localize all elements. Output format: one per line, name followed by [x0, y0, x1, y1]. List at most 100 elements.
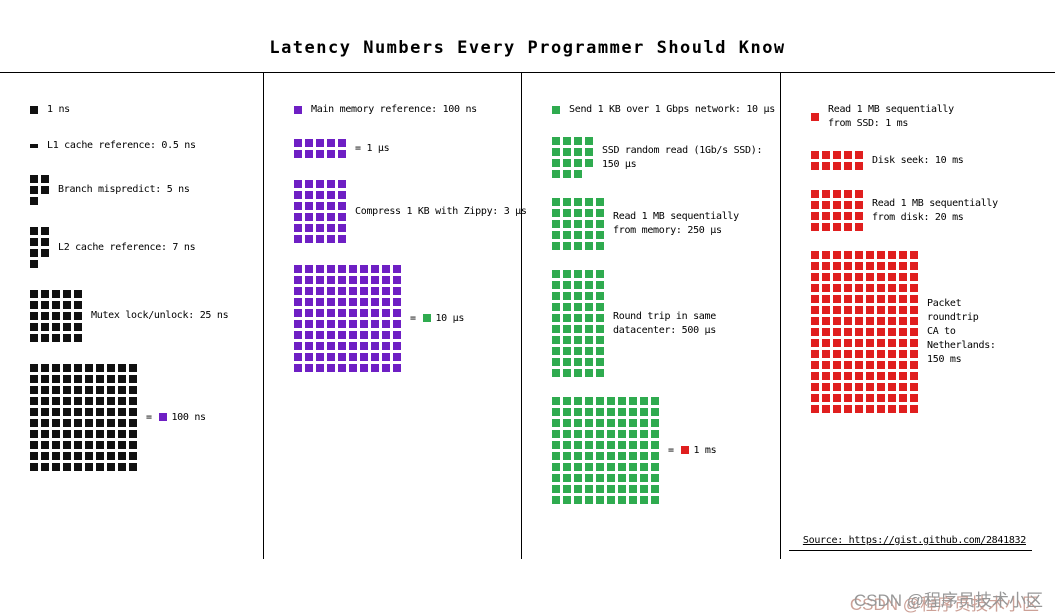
- square-grid: [552, 198, 604, 250]
- unit-square: [393, 331, 401, 339]
- unit-square: [855, 273, 863, 281]
- unit-square: [833, 306, 841, 314]
- unit-square: [30, 408, 38, 416]
- unit-square: [552, 347, 560, 355]
- unit-square: [822, 284, 830, 292]
- unit-square: [74, 430, 82, 438]
- unit-square: [585, 242, 593, 250]
- unit-square: [844, 212, 852, 220]
- unit-square: [844, 151, 852, 159]
- unit-square: [107, 441, 115, 449]
- unit-square: [833, 251, 841, 259]
- unit-square: [833, 190, 841, 198]
- unit-square: [52, 430, 60, 438]
- unit-square: [552, 419, 560, 427]
- unit-square: [327, 298, 335, 306]
- unit-square: [651, 452, 659, 460]
- unit-square: [651, 430, 659, 438]
- unit-square: [574, 463, 582, 471]
- unit-square: [118, 419, 126, 427]
- unit-square: [30, 260, 38, 268]
- square-grid: [294, 180, 346, 243]
- unit-square: [349, 287, 357, 295]
- unit-square: [360, 298, 368, 306]
- unit-square: [305, 342, 313, 350]
- item-label: = 10 μs: [410, 312, 465, 324]
- unit-square: [52, 334, 60, 342]
- unit-square: [349, 364, 357, 372]
- unit-square: [866, 405, 874, 413]
- unit-square: [910, 372, 918, 380]
- unit-square: [563, 231, 571, 239]
- unit-square: [596, 281, 604, 289]
- unit-square: [822, 383, 830, 391]
- unit-square: [563, 292, 571, 300]
- unit-square: [382, 287, 390, 295]
- unit-square: [811, 350, 819, 358]
- unit-square: [294, 213, 302, 221]
- unit-square: [563, 485, 571, 493]
- unit-square: [910, 328, 918, 336]
- unit-square: [585, 463, 593, 471]
- unit-square: [327, 180, 335, 188]
- unit-square: [811, 212, 819, 220]
- unit-square: [629, 397, 637, 405]
- unit-square: [96, 452, 104, 460]
- unit-square: [899, 372, 907, 380]
- unit-square: [41, 441, 49, 449]
- unit-square: [382, 320, 390, 328]
- unit-square: [316, 191, 324, 199]
- latency-item: SSD random read (1Gb/s SSD): 150 μs: [552, 137, 774, 178]
- unit-square: [294, 191, 302, 199]
- unit-square: [888, 394, 896, 402]
- unit-square: [822, 350, 830, 358]
- source-link[interactable]: Source: https://gist.github.com/2841832: [802, 535, 1026, 546]
- unit-square: [382, 298, 390, 306]
- unit-square: [129, 364, 137, 372]
- unit-square: [563, 397, 571, 405]
- unit-square: [63, 441, 71, 449]
- unit-square: [118, 397, 126, 405]
- unit-square: [552, 303, 560, 311]
- unit-square: [563, 198, 571, 206]
- unit-square: [393, 342, 401, 350]
- unit-square: [129, 397, 137, 405]
- unit-square: [74, 463, 82, 471]
- unit-square: [63, 364, 71, 372]
- unit-square: [877, 262, 885, 270]
- unit-square: [877, 372, 885, 380]
- unit-square: [877, 284, 885, 292]
- unit-square: [107, 430, 115, 438]
- unit-square: [618, 419, 626, 427]
- unit-square: [30, 175, 38, 183]
- unit-square: [316, 364, 324, 372]
- item-label: = 1 μs: [355, 142, 390, 154]
- unit-square: [574, 325, 582, 333]
- unit-square: [596, 419, 604, 427]
- unit-square: [585, 474, 593, 482]
- unit-square: [607, 419, 615, 427]
- unit-square: [338, 235, 346, 243]
- unit-square: [607, 441, 615, 449]
- unit-square: [822, 295, 830, 303]
- unit-square: [552, 170, 560, 178]
- unit-square: [910, 273, 918, 281]
- unit-square: [118, 375, 126, 383]
- unit-square: [866, 317, 874, 325]
- unit-square: [629, 408, 637, 416]
- unit-square: [316, 309, 324, 317]
- square-grid: [552, 397, 659, 504]
- unit-square: [585, 452, 593, 460]
- unit-square: [96, 397, 104, 405]
- item-label: 1 ns: [47, 104, 70, 115]
- unit-square: [899, 284, 907, 292]
- unit-square: [866, 372, 874, 380]
- unit-square: [305, 331, 313, 339]
- unit-square: [360, 364, 368, 372]
- unit-square: [629, 485, 637, 493]
- unit-square: [393, 309, 401, 317]
- unit-square: [833, 328, 841, 336]
- unit-square: [294, 342, 302, 350]
- unit-square: [585, 303, 593, 311]
- unit-square: [85, 441, 93, 449]
